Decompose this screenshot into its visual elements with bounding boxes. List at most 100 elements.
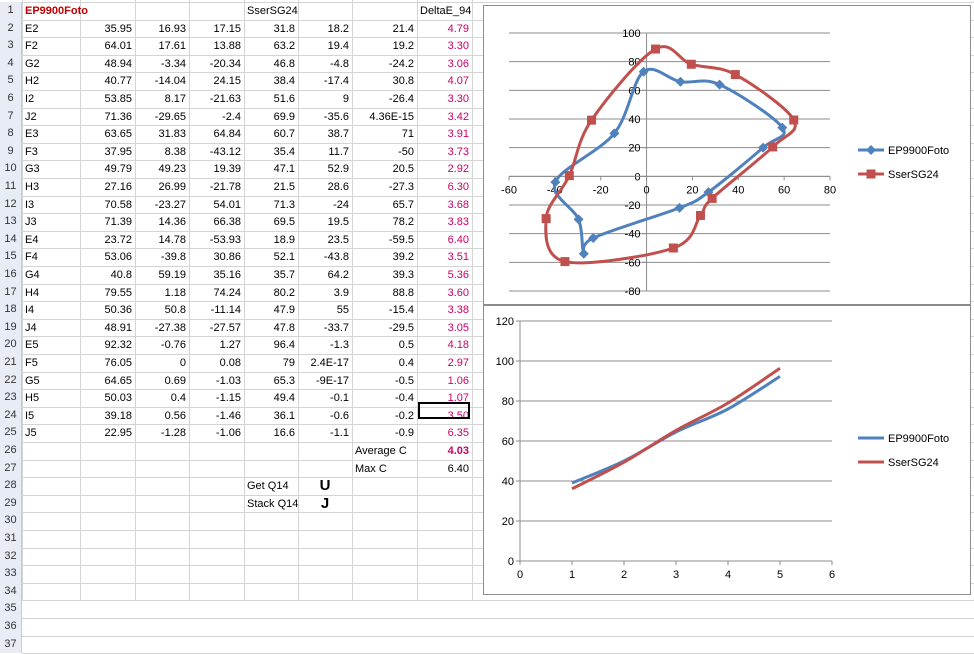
value-cell[interactable]: 1.18	[164, 286, 186, 299]
patch-name-cell[interactable]: H4	[25, 286, 40, 299]
row-header[interactable]: 34	[0, 582, 22, 601]
value-cell[interactable]: 26.99	[158, 181, 186, 193]
value-cell[interactable]: 19.5	[327, 216, 349, 229]
value-cell[interactable]: -53.93	[209, 233, 241, 246]
stack-value[interactable]: J	[320, 494, 330, 512]
row-header[interactable]: 25	[0, 424, 22, 442]
row-header[interactable]: 4	[0, 54, 22, 73]
value-cell[interactable]: -0.76	[160, 339, 186, 352]
patch-name-cell[interactable]: G2	[25, 57, 40, 70]
row-header[interactable]: 36	[0, 618, 22, 636]
value-cell[interactable]: 52.1	[273, 251, 295, 264]
patch-name-cell[interactable]: H2	[25, 75, 40, 88]
deltae-cell[interactable]: 3.83	[447, 216, 469, 229]
max-value[interactable]: 6.40	[447, 462, 469, 475]
patch-name-cell[interactable]: J2	[25, 110, 37, 123]
value-cell[interactable]: 2.4E-17	[310, 357, 349, 369]
row-header[interactable]: 19	[0, 318, 22, 337]
value-cell[interactable]: 14.78	[158, 233, 186, 246]
value-cell[interactable]: -1.15	[215, 392, 241, 405]
deltae-cell[interactable]: 2.92	[447, 163, 469, 176]
header-ep9900foto[interactable]: EP9900Foto	[25, 5, 88, 17]
value-cell[interactable]: -39.8	[160, 251, 186, 264]
value-cell[interactable]: -27.38	[154, 321, 186, 334]
value-cell[interactable]: 64.01	[104, 40, 132, 53]
value-cell[interactable]: 9	[342, 93, 349, 105]
patch-name-cell[interactable]: F2	[25, 40, 38, 53]
value-cell[interactable]: 64.2	[327, 269, 349, 281]
row-header[interactable]: 31	[0, 530, 22, 548]
value-cell[interactable]: 24.15	[213, 75, 241, 88]
value-cell[interactable]: 92.32	[104, 339, 132, 352]
deltae-cell[interactable]: 3.73	[447, 145, 469, 158]
row-header[interactable]: 8	[0, 125, 22, 143]
value-cell[interactable]: 52.9	[327, 163, 349, 176]
value-cell[interactable]: 69.9	[273, 110, 295, 123]
patch-name-cell[interactable]: E5	[25, 339, 39, 352]
value-cell[interactable]: 49.4	[273, 392, 295, 405]
value-cell[interactable]: -15.4	[388, 304, 414, 317]
value-cell[interactable]: 38.4	[273, 75, 295, 88]
value-cell[interactable]: -3.34	[160, 57, 186, 70]
patch-name-cell[interactable]: F4	[25, 251, 38, 264]
value-cell[interactable]: -50	[398, 145, 414, 158]
value-cell[interactable]: -27.3	[388, 181, 414, 193]
row-header[interactable]: 33	[0, 565, 22, 583]
value-cell[interactable]: 36.1	[273, 409, 295, 422]
value-cell[interactable]: 51.6	[273, 93, 295, 105]
value-cell[interactable]: 35.4	[273, 145, 295, 158]
deltae-cell[interactable]: 3.05	[447, 321, 469, 334]
patch-name-cell[interactable]: J5	[25, 427, 37, 440]
value-cell[interactable]: 71.3	[273, 198, 295, 211]
deltae-cell[interactable]: 1.07	[447, 392, 469, 405]
patch-name-cell[interactable]: E2	[25, 22, 39, 35]
deltae-cell[interactable]: 3.38	[447, 304, 469, 317]
value-cell[interactable]: 35.16	[213, 269, 241, 281]
value-cell[interactable]: 27.16	[104, 181, 132, 193]
value-cell[interactable]: 50.03	[104, 392, 132, 405]
value-cell[interactable]: 13.88	[213, 40, 241, 53]
deltae-cell[interactable]: 2.97	[447, 357, 469, 369]
value-cell[interactable]: 19.2	[392, 40, 414, 53]
value-cell[interactable]: 23.72	[104, 233, 132, 246]
deltae-cell[interactable]: 6.40	[447, 233, 469, 246]
value-cell[interactable]: 49.79	[104, 163, 132, 176]
value-cell[interactable]: 40.8	[110, 269, 132, 281]
value-cell[interactable]: 0.56	[164, 409, 186, 422]
patch-name-cell[interactable]: G3	[25, 163, 40, 176]
deltae-cell[interactable]: 3.30	[447, 40, 469, 53]
deltae-cell[interactable]: 3.60	[447, 286, 469, 299]
row-header[interactable]: 26	[0, 442, 22, 460]
value-cell[interactable]: 79.55	[104, 286, 132, 299]
value-cell[interactable]: 48.91	[104, 321, 132, 334]
row-header[interactable]: 7	[0, 107, 22, 126]
value-cell[interactable]: 0.5	[398, 339, 414, 352]
patch-name-cell[interactable]: E4	[25, 233, 39, 246]
row-header[interactable]: 15	[0, 248, 22, 266]
line-chart-lightness[interactable]: 120 100 80 60 40 20 0 0 1 2 3 4 5 6 EP9900Foto SserSG24	[483, 305, 971, 595]
value-cell[interactable]: -20.34	[209, 57, 241, 70]
value-cell[interactable]: 35.7	[273, 269, 295, 281]
value-cell[interactable]: 21.5	[273, 181, 295, 193]
value-cell[interactable]: 60.7	[273, 128, 295, 141]
value-cell[interactable]: 18.9	[273, 233, 295, 246]
value-cell[interactable]: 31.8	[273, 22, 295, 35]
row-header[interactable]: 5	[0, 72, 22, 90]
value-cell[interactable]: 88.8	[392, 286, 414, 299]
value-cell[interactable]: -21.78	[209, 181, 241, 193]
patch-name-cell[interactable]: I3	[25, 198, 35, 211]
value-cell[interactable]: 22.95	[104, 427, 132, 440]
value-cell[interactable]: 70.58	[104, 198, 132, 211]
scatter-chart-ab[interactable]: 100 80 60 40 20 0 -20 -40 -60 -80 -60 -40 -20 0 20 40 60…	[483, 5, 971, 305]
value-cell[interactable]: -14.04	[154, 75, 186, 88]
deltae-cell[interactable]: 3.30	[447, 93, 469, 105]
value-cell[interactable]: 76.05	[104, 357, 132, 369]
value-cell[interactable]: 63.2	[273, 40, 295, 53]
average-label[interactable]: Average C	[355, 445, 407, 457]
deltae-cell[interactable]: 6.30	[447, 181, 469, 193]
value-cell[interactable]: 39.2	[392, 251, 414, 264]
row-header[interactable]: 2	[0, 19, 22, 38]
deltae-cell[interactable]: 3.06	[447, 57, 469, 70]
value-cell[interactable]: -11.14	[210, 304, 241, 317]
value-cell[interactable]: 17.61	[158, 40, 186, 53]
